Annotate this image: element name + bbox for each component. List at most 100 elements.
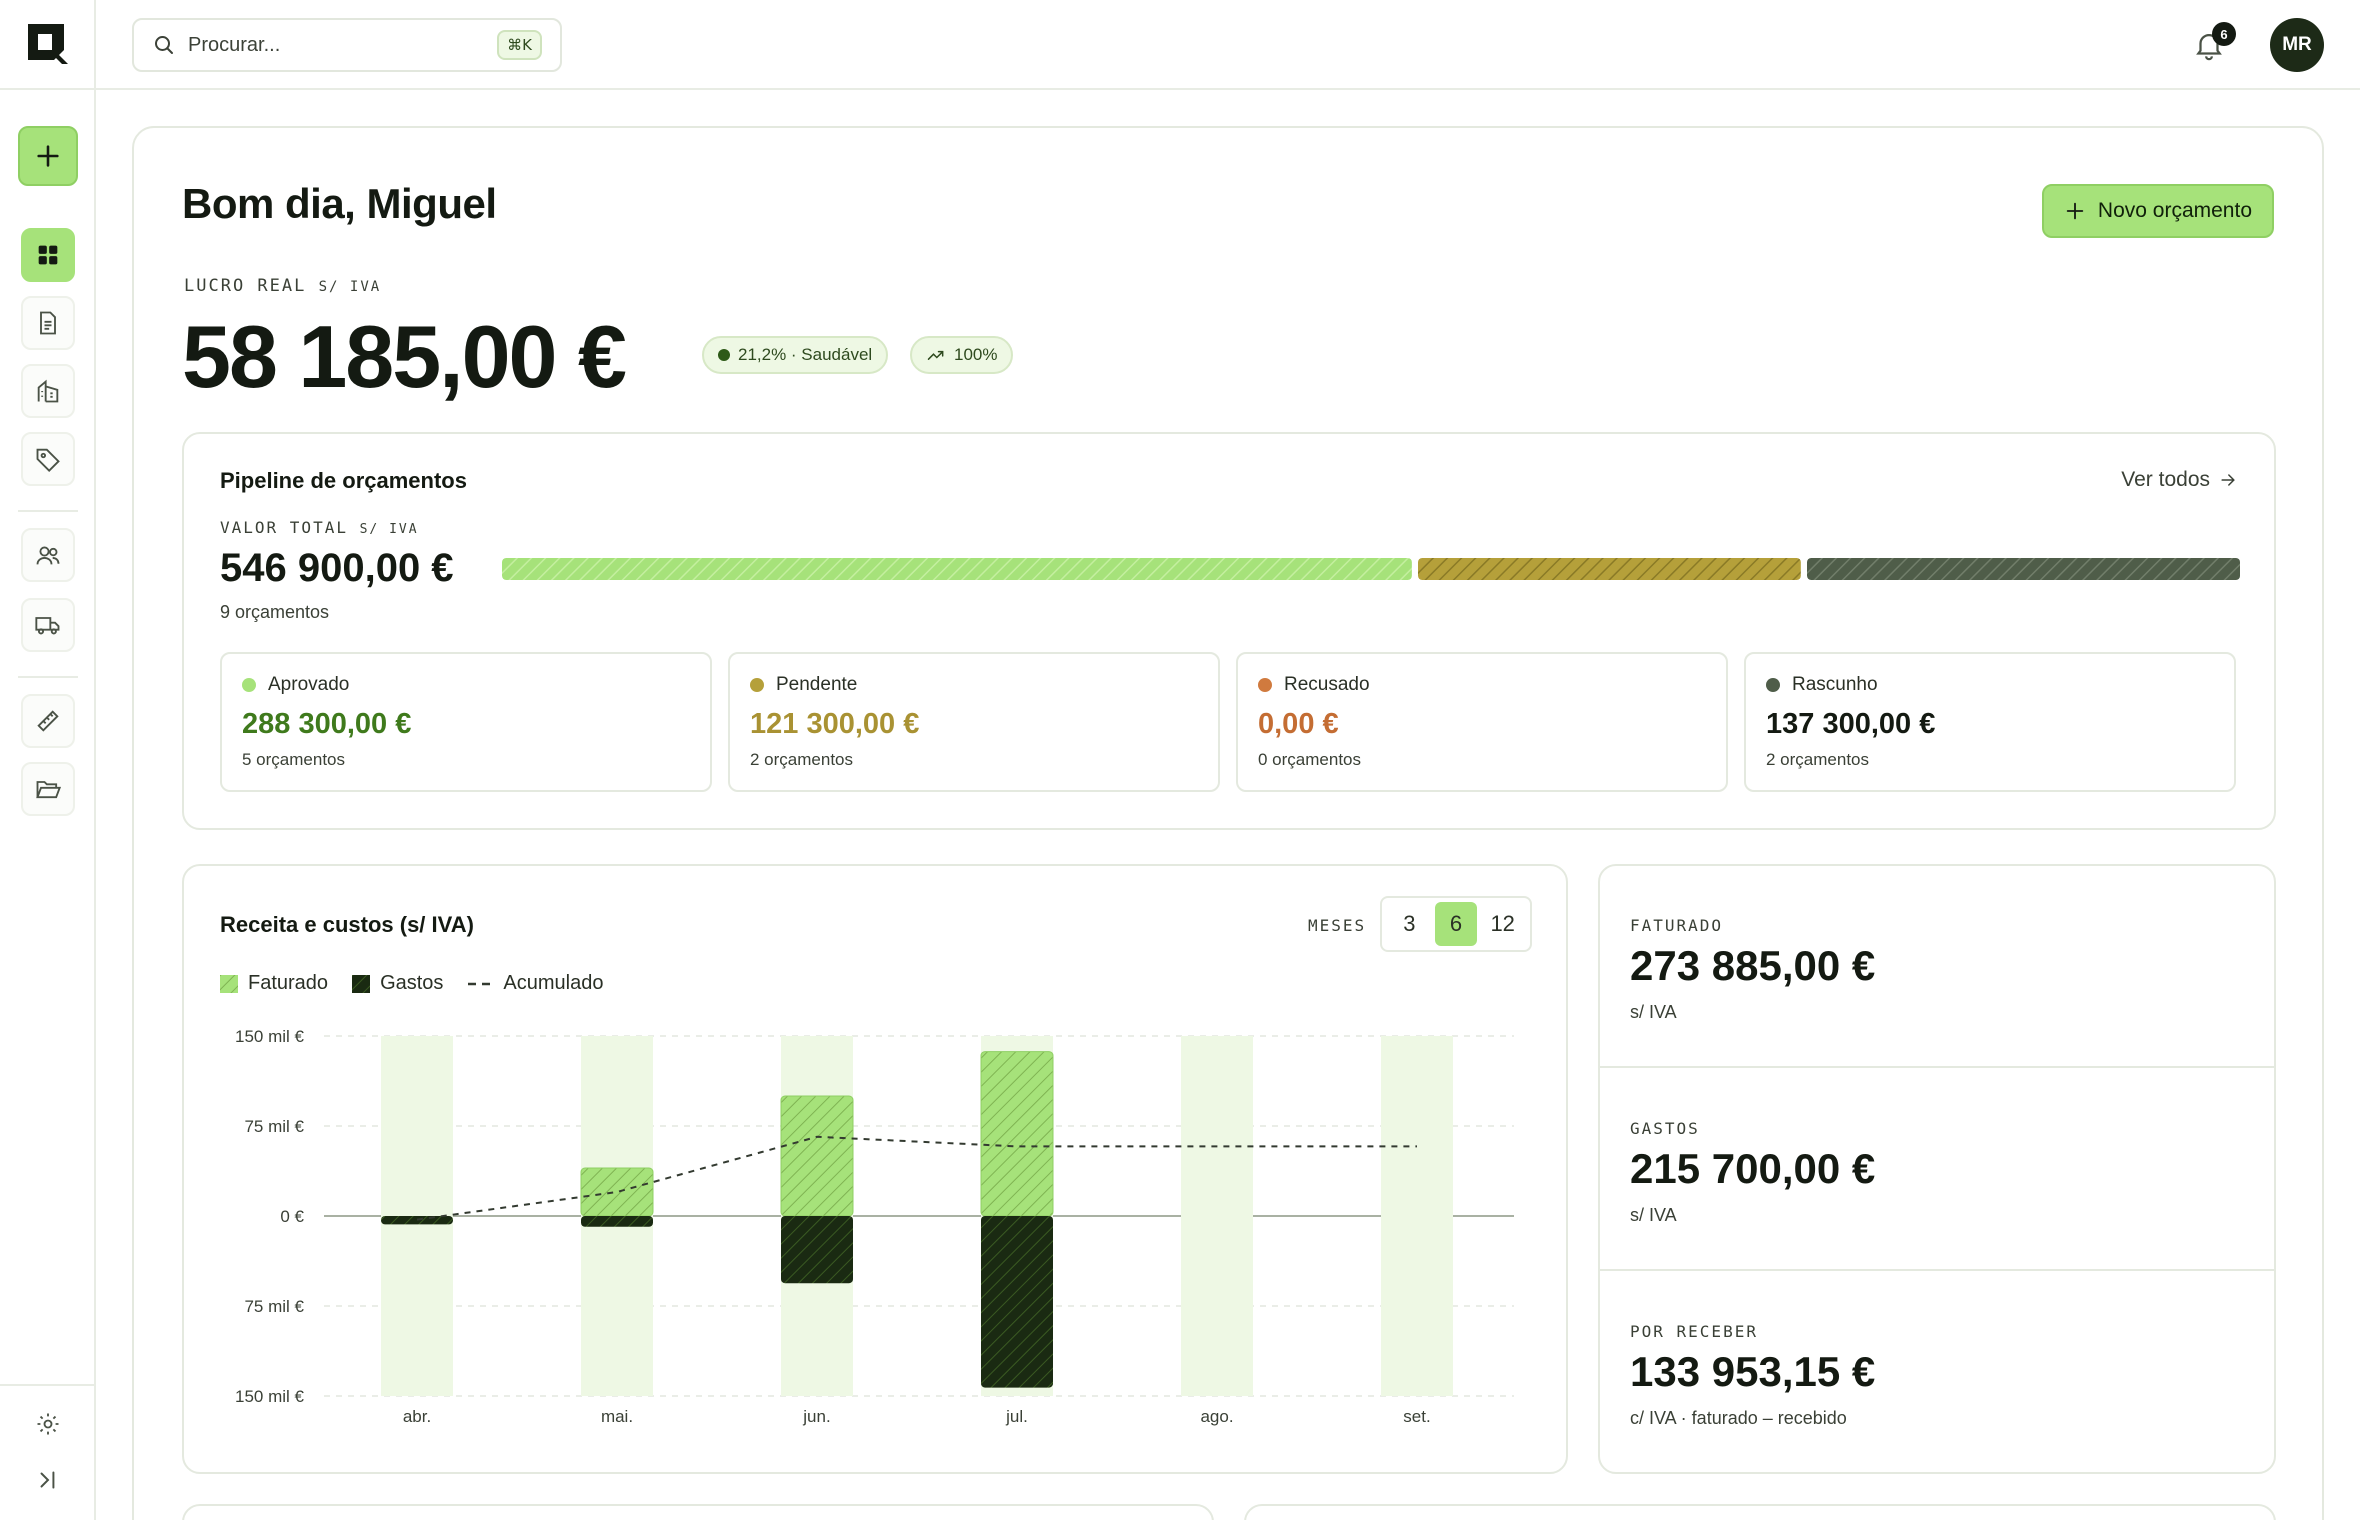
bar-expenses — [381, 1216, 453, 1225]
kpi-value: 133 953,15 € — [1630, 1348, 1876, 1395]
sidebar-item-dashboard[interactable] — [21, 228, 75, 282]
pipeline-status-card[interactable]: Pendente 121 300,00 € 2 orçamentos — [728, 652, 1220, 792]
search-icon — [155, 36, 173, 54]
cumulative-line — [416, 1135, 1417, 1221]
pipeline-count: 9 orçamentos — [220, 602, 330, 622]
topbar: Procurar... ⌘K 6 MR — [96, 0, 2360, 90]
legend-cumulative-swatch — [468, 982, 491, 985]
bottom-card-right — [1244, 1504, 2276, 1520]
sidebar-item-tags[interactable] — [21, 432, 75, 486]
months-segmented-control[interactable]: 3 6 12 — [1380, 896, 1532, 952]
health-badge-text: 21,2% · Saudável — [738, 345, 873, 364]
sidebar-divider — [0, 88, 96, 90]
profit-label: LUCRO REAL S/ IVA — [184, 276, 381, 296]
y-tick-label: 0 € — [280, 1207, 304, 1226]
status-dot-icon — [1766, 678, 1780, 692]
folder-open-icon — [36, 781, 62, 799]
pipeline-status-card[interactable]: Aprovado 288 300,00 € 5 orçamentos — [220, 652, 712, 792]
trend-up-icon — [927, 350, 944, 360]
sidebar-item-clients[interactable] — [21, 528, 75, 582]
month-column-bg — [1381, 1036, 1453, 1396]
status-card-count: 2 orçamentos — [1766, 750, 1869, 769]
bar-billed — [780, 1095, 854, 1217]
pipeline-status-card[interactable]: Recusado 0,00 € 0 orçamentos — [1236, 652, 1728, 792]
new-quote-button[interactable]: Novo orçamento — [2041, 184, 2274, 238]
bottom-card-left — [182, 1504, 1214, 1520]
profit-label-text: LUCRO REAL — [184, 276, 307, 296]
y-tick-label: 75 mil € — [244, 1297, 304, 1316]
arrow-right-icon — [2221, 474, 2235, 486]
profit-label-suffix: S/ IVA — [318, 279, 382, 295]
trend-badge-text: 100% — [954, 345, 998, 364]
pipeline-title: Pipeline de orçamentos — [220, 468, 467, 493]
revenue-chart-card: Receita e custos (s/ IVA) MESES 3 6 12 Fat… — [182, 864, 1568, 1474]
x-tick-label: abr. — [403, 1407, 431, 1426]
kpi-subtext: s/ IVA — [1630, 1002, 1677, 1022]
ruler-icon — [37, 710, 59, 732]
kpi-block: GASTOS 215 700,00 € s/ IVA — [1600, 1069, 2274, 1271]
kpi-label: FATURADO — [1630, 916, 1724, 935]
tag-icon — [36, 448, 60, 472]
months-label: MESES — [1308, 916, 1367, 935]
grid-icon — [38, 245, 58, 265]
sidebar-item-files[interactable] — [21, 762, 75, 816]
kpi-subtext: c/ IVA · faturado – recebido — [1630, 1408, 1847, 1428]
bar-billed — [980, 1051, 1054, 1217]
settings-button[interactable] — [30, 1406, 66, 1442]
plus-icon — [2066, 202, 2084, 220]
app-logo-icon[interactable] — [24, 20, 72, 68]
bar-expenses — [581, 1216, 653, 1227]
status-card-value: 137 300,00 € — [1766, 708, 1936, 740]
status-card-header: Pendente — [750, 674, 857, 696]
notification-count-badge: 6 — [2212, 22, 2236, 46]
status-card-header: Aprovado — [242, 674, 349, 696]
view-all-link[interactable]: Ver todos — [2121, 468, 2238, 492]
sidebar-item-documents[interactable] — [21, 296, 75, 350]
revenue-chart-title: Receita e custos (s/ IVA) — [220, 912, 474, 937]
kpi-block: POR RECEBER 133 953,15 € c/ IVA · faturado… — [1600, 1272, 2274, 1472]
status-card-count: 0 orçamentos — [1258, 750, 1361, 769]
status-card-label: Recusado — [1284, 674, 1370, 695]
kpi-label: GASTOS — [1630, 1119, 1700, 1138]
x-tick-label: mai. — [601, 1407, 633, 1426]
legend-cumulative: Acumulado — [467, 972, 603, 995]
page-title: Bom dia, Miguel — [182, 180, 497, 227]
health-badge: 21,2% · Saudável — [702, 336, 889, 374]
sidebar — [0, 0, 96, 1520]
pipeline-total-label-suffix: S/ IVA — [359, 522, 419, 537]
legend-expenses-swatch — [352, 974, 371, 993]
user-avatar[interactable]: MR — [2270, 18, 2324, 72]
legend-billed-label: Faturado — [248, 972, 329, 994]
bar-billed — [580, 1167, 654, 1217]
month-column-bg — [1181, 1036, 1253, 1396]
y-tick-label: 150 mil € — [235, 1387, 305, 1406]
collapse-sidebar-button[interactable] — [30, 1462, 66, 1498]
status-card-value: 288 300,00 € — [242, 708, 412, 740]
x-tick-label: ago. — [1200, 1407, 1233, 1426]
legend-expenses: Gastos — [352, 972, 443, 995]
legend-billed-swatch — [220, 974, 238, 993]
plus-icon — [37, 145, 59, 167]
sidebar-item-suppliers[interactable] — [21, 598, 75, 652]
status-card-count: 2 orçamentos — [750, 750, 853, 769]
chart-legend: Faturado Gastos Acumulado — [220, 972, 603, 995]
search-shortcut-badge: ⌘K — [497, 30, 542, 60]
bar-expenses — [981, 1216, 1053, 1388]
months-option-12[interactable]: 12 — [1490, 911, 1515, 936]
status-card-header: Rascunho — [1766, 674, 1878, 696]
sidebar-item-measurements[interactable] — [21, 694, 75, 748]
months-option-6[interactable]: 6 — [1434, 902, 1478, 946]
pipeline-total-label: VALOR TOTAL S/ IVA — [220, 518, 419, 537]
profit-value: 58 185,00 € — [182, 307, 627, 406]
status-dot-icon — [242, 678, 256, 692]
kpi-subtext: s/ IVA — [1630, 1205, 1677, 1225]
sidebar-item-companies[interactable] — [21, 364, 75, 418]
pipeline-status-card[interactable]: Rascunho 137 300,00 € 2 orçamentos — [1744, 652, 2236, 792]
search-bar[interactable]: Procurar... ⌘K — [132, 18, 562, 72]
months-option-3[interactable]: 3 — [1403, 911, 1416, 936]
sidebar-add-button[interactable] — [18, 126, 78, 186]
bar-expenses — [781, 1216, 853, 1284]
gear-icon — [37, 1413, 59, 1435]
sidebar-divider — [18, 676, 78, 678]
search-input[interactable]: Procurar... — [188, 33, 281, 56]
